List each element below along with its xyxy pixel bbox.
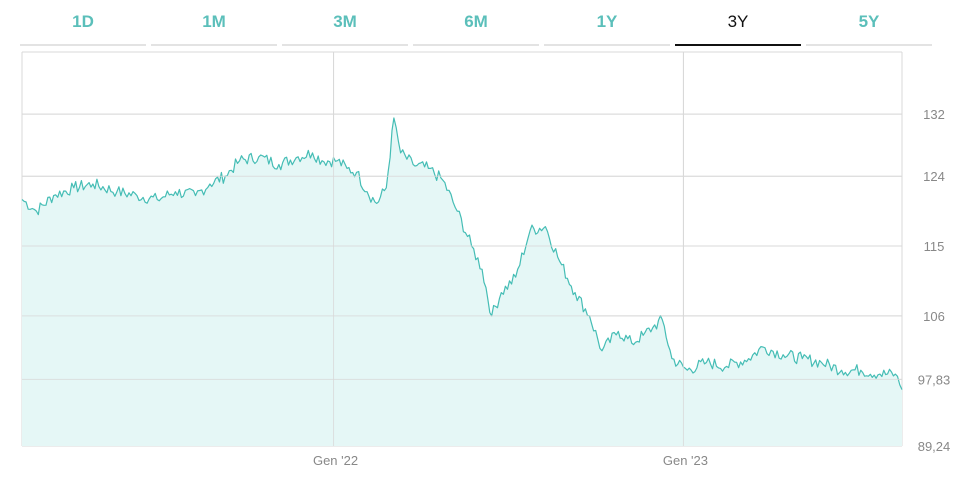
tab-6m[interactable]: 6M <box>413 0 539 46</box>
chart-series <box>21 52 903 446</box>
tab-5y[interactable]: 5Y <box>806 0 932 46</box>
y-tick-label: 89,24 <box>918 439 951 454</box>
tab-1y[interactable]: 1Y <box>544 0 670 46</box>
tab-1m[interactable]: 1M <box>151 0 277 46</box>
price-chart: 132 124 115 106 97,83 89,24 Gen '22 Gen '23 <box>21 51 950 468</box>
x-tick-label: Gen '23 <box>663 453 708 468</box>
chart-axes: 132 124 115 106 97,83 89,24 Gen '22 Gen '23 <box>313 107 950 468</box>
y-tick-label: 132 <box>923 107 945 122</box>
y-tick-label: 97,83 <box>918 372 951 387</box>
tab-1d[interactable]: 1D <box>20 0 146 46</box>
y-tick-label: 115 <box>924 239 945 254</box>
period-tabs: 1D 1M 3M 6M 1Y 3Y 5Y <box>20 0 940 48</box>
tab-3m[interactable]: 3M <box>282 0 408 46</box>
series-line <box>21 117 903 390</box>
tab-3y[interactable]: 3Y <box>675 0 801 46</box>
y-tick-label: 124 <box>923 169 945 184</box>
x-tick-label: Gen '22 <box>313 453 358 468</box>
y-tick-label: 106 <box>923 309 945 324</box>
series-area <box>22 118 902 446</box>
